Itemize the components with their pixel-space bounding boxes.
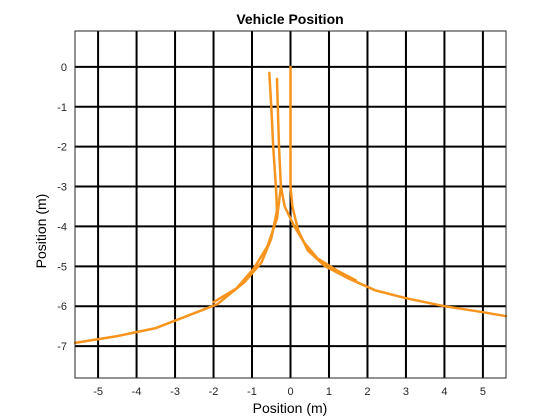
x-tick-label: 3 [403, 386, 409, 398]
x-tick-label: -5 [93, 386, 103, 398]
y-tick-label: -3 [57, 182, 67, 194]
x-tick-label: 0 [287, 386, 293, 398]
x-tick-label: 1 [326, 386, 332, 398]
y-tick-label: -7 [57, 341, 67, 353]
x-tick-label: -4 [132, 386, 142, 398]
trajectory-line-2 [73, 71, 279, 345]
x-tick-label: -1 [247, 386, 257, 398]
x-tick-label: 4 [441, 386, 447, 398]
trajectory-line-4 [212, 185, 283, 304]
y-tick-label: 0 [61, 62, 67, 74]
x-tick-label: -3 [170, 386, 180, 398]
series-layer [73, 65, 508, 345]
chart-title: Vehicle Position [236, 11, 343, 27]
x-axis-label: Position (m) [253, 400, 328, 416]
x-tick-label: 2 [364, 386, 370, 398]
plot-frame [74, 30, 507, 379]
y-axis-label: Position (m) [33, 194, 49, 269]
y-tick-label: -6 [57, 301, 67, 313]
x-tick-label: 5 [480, 386, 486, 398]
y-tick-label: -4 [57, 221, 67, 233]
y-tick-label: -1 [57, 102, 67, 114]
y-tick-label: -2 [57, 142, 67, 154]
y-tick-label: -5 [57, 261, 67, 273]
tick-labels: -5 -4 -3 -2 -1 0 1 2 3 4 5 0 -1 -2 -3 -4 -5 -6 -7 [57, 62, 486, 398]
trajectory-line-3 [275, 77, 358, 282]
x-tick-label: -2 [209, 386, 219, 398]
